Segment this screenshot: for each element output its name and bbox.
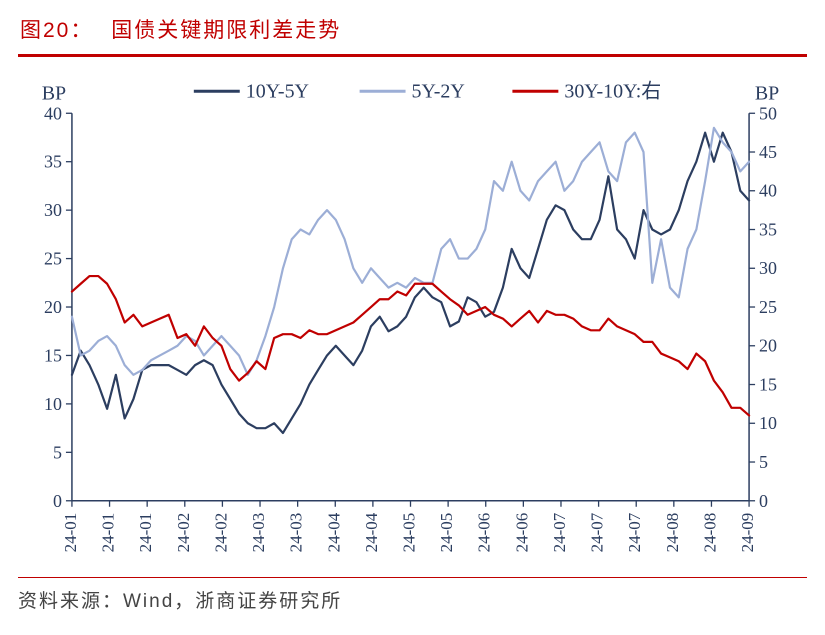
svg-text:24-07: 24-07	[550, 513, 569, 553]
svg-text:24-02: 24-02	[211, 513, 230, 553]
svg-text:24-04: 24-04	[362, 512, 381, 552]
spread-chart: 0 5 10 15 20 25 30 35 40 0 5 10 15 20 25 30 35 40 45 50 24-0…	[18, 65, 807, 575]
figure-title-text: 国债关键期限利差走势	[111, 19, 341, 42]
svg-text:45: 45	[759, 142, 777, 162]
title-rule	[18, 54, 807, 57]
svg-text:10: 10	[759, 413, 777, 433]
svg-text:50: 50	[759, 103, 777, 123]
svg-text:40: 40	[759, 181, 777, 201]
svg-text:25: 25	[44, 249, 62, 269]
svg-text:5: 5	[759, 452, 768, 472]
svg-text:24-05: 24-05	[399, 513, 418, 553]
svg-text:20: 20	[44, 297, 62, 317]
svg-text:BP: BP	[42, 82, 66, 104]
svg-text:10Y-5Y: 10Y-5Y	[246, 80, 309, 102]
svg-text:24-01: 24-01	[99, 513, 118, 553]
svg-text:24-06: 24-06	[512, 513, 531, 553]
chart-container: 0 5 10 15 20 25 30 35 40 0 5 10 15 20 25 30 35 40 45 50 24-0…	[18, 65, 807, 575]
svg-text:20: 20	[759, 336, 777, 356]
source-text: 资料来源：Wind，浙商证券研究所	[0, 578, 825, 613]
svg-text:24-02: 24-02	[174, 513, 193, 553]
svg-text:0: 0	[53, 491, 62, 511]
svg-text:24-03: 24-03	[249, 513, 268, 553]
svg-text:24-06: 24-06	[475, 513, 494, 553]
svg-text:24-07: 24-07	[588, 513, 607, 553]
svg-text:24-09: 24-09	[738, 513, 757, 553]
svg-text:0: 0	[759, 491, 768, 511]
svg-text:24-01: 24-01	[136, 513, 155, 553]
figure-number: 图20：	[20, 19, 93, 42]
svg-text:30: 30	[759, 258, 777, 278]
svg-text:BP: BP	[755, 82, 779, 104]
svg-text:30: 30	[44, 200, 62, 220]
svg-text:40: 40	[44, 103, 62, 123]
svg-text:35: 35	[44, 152, 62, 172]
svg-text:5: 5	[53, 442, 62, 462]
svg-text:30Y-10Y:右: 30Y-10Y:右	[564, 79, 661, 102]
figure-title: 图20： 国债关键期限利差走势	[0, 0, 825, 52]
svg-text:24-01: 24-01	[61, 513, 80, 553]
svg-text:10: 10	[44, 394, 62, 414]
svg-text:24-08: 24-08	[700, 513, 719, 553]
svg-text:24-07: 24-07	[625, 513, 644, 553]
svg-text:24-04: 24-04	[324, 512, 343, 552]
svg-text:15: 15	[44, 345, 62, 365]
svg-text:35: 35	[759, 220, 777, 240]
svg-text:24-05: 24-05	[437, 513, 456, 553]
svg-text:24-08: 24-08	[663, 513, 682, 553]
svg-text:24-03: 24-03	[287, 513, 306, 553]
svg-text:15: 15	[759, 375, 777, 395]
svg-text:25: 25	[759, 297, 777, 317]
svg-text:5Y-2Y: 5Y-2Y	[412, 80, 465, 102]
